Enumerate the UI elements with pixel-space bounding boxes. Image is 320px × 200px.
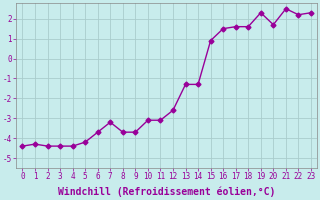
- X-axis label: Windchill (Refroidissement éolien,°C): Windchill (Refroidissement éolien,°C): [58, 187, 276, 197]
